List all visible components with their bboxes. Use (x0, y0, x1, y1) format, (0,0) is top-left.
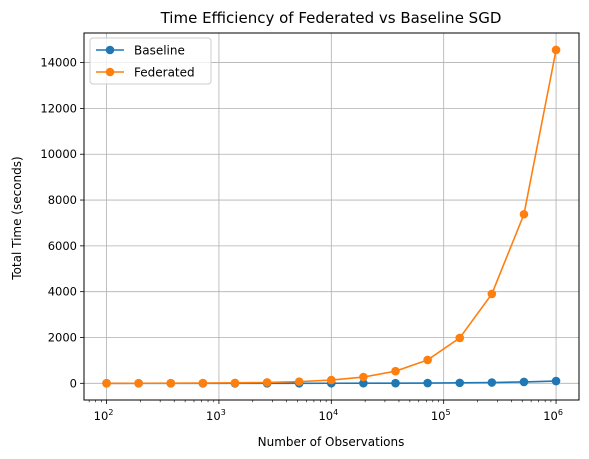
grid-lines (84, 33, 579, 400)
legend-label-baseline: Baseline (134, 44, 185, 58)
x-tick-label: 105 (431, 408, 451, 423)
x-tick-exponent: 2 (108, 408, 113, 417)
x-tick-exponent: 3 (221, 408, 226, 417)
point-baseline (359, 378, 368, 388)
x-tick-exponent: 6 (558, 408, 563, 417)
x-tick-base: 10 (431, 409, 446, 423)
point-federated (262, 378, 272, 387)
legend-marker-baseline (105, 45, 115, 55)
point-federated (294, 377, 304, 386)
point-baseline (551, 376, 561, 386)
x-tick-base: 10 (206, 409, 221, 423)
point-baseline (391, 378, 400, 388)
point-federated (455, 333, 465, 343)
x-tick-label: 102 (94, 408, 114, 423)
point-federated (391, 366, 400, 376)
y-tick-label: 6000 (48, 239, 77, 253)
y-tick-label: 4000 (48, 285, 77, 299)
point-federated (198, 378, 208, 388)
x-tick-base: 10 (543, 409, 558, 423)
point-federated (327, 375, 336, 385)
point-federated (102, 378, 111, 388)
point-baseline (423, 378, 432, 388)
y-tick-label: 12000 (40, 101, 77, 115)
x-tick-label: 106 (543, 408, 563, 423)
y-tick-label: 8000 (48, 193, 77, 207)
x-tick-base: 10 (318, 409, 333, 423)
series-layer (102, 45, 561, 388)
y-tick-label: 0 (70, 376, 77, 390)
point-federated (423, 355, 432, 365)
legend-label-federated: Federated (134, 66, 195, 80)
legend: Baseline Federated (89, 37, 212, 85)
point-baseline (455, 378, 465, 388)
chart-title: Time Efficiency of Federated vs Baseline… (160, 9, 502, 27)
point-federated (487, 289, 497, 299)
point-federated (359, 372, 368, 382)
point-federated (134, 378, 143, 388)
point-federated (519, 209, 529, 219)
point-federated (230, 378, 240, 388)
y-axis-label: Total Time (seconds) (10, 156, 24, 280)
y-tick-label: 10000 (40, 147, 77, 161)
point-federated (166, 378, 176, 388)
point-federated (551, 45, 561, 55)
legend-marker-federated (105, 67, 115, 77)
x-tick-label: 104 (318, 408, 338, 423)
y-tick-label: 14000 (40, 56, 77, 70)
x-tick-base: 10 (94, 409, 109, 423)
x-tick-exponent: 5 (445, 408, 450, 417)
y-tick-label: 2000 (48, 331, 77, 345)
axis-ticks: 102 103 104 105 1060200040006000800010000120… (40, 56, 563, 423)
point-baseline (487, 378, 497, 387)
x-axis-label: Number of Observations (258, 435, 405, 449)
point-baseline (519, 377, 529, 387)
x-tick-label: 103 (206, 408, 226, 423)
x-tick-exponent: 4 (333, 408, 338, 417)
